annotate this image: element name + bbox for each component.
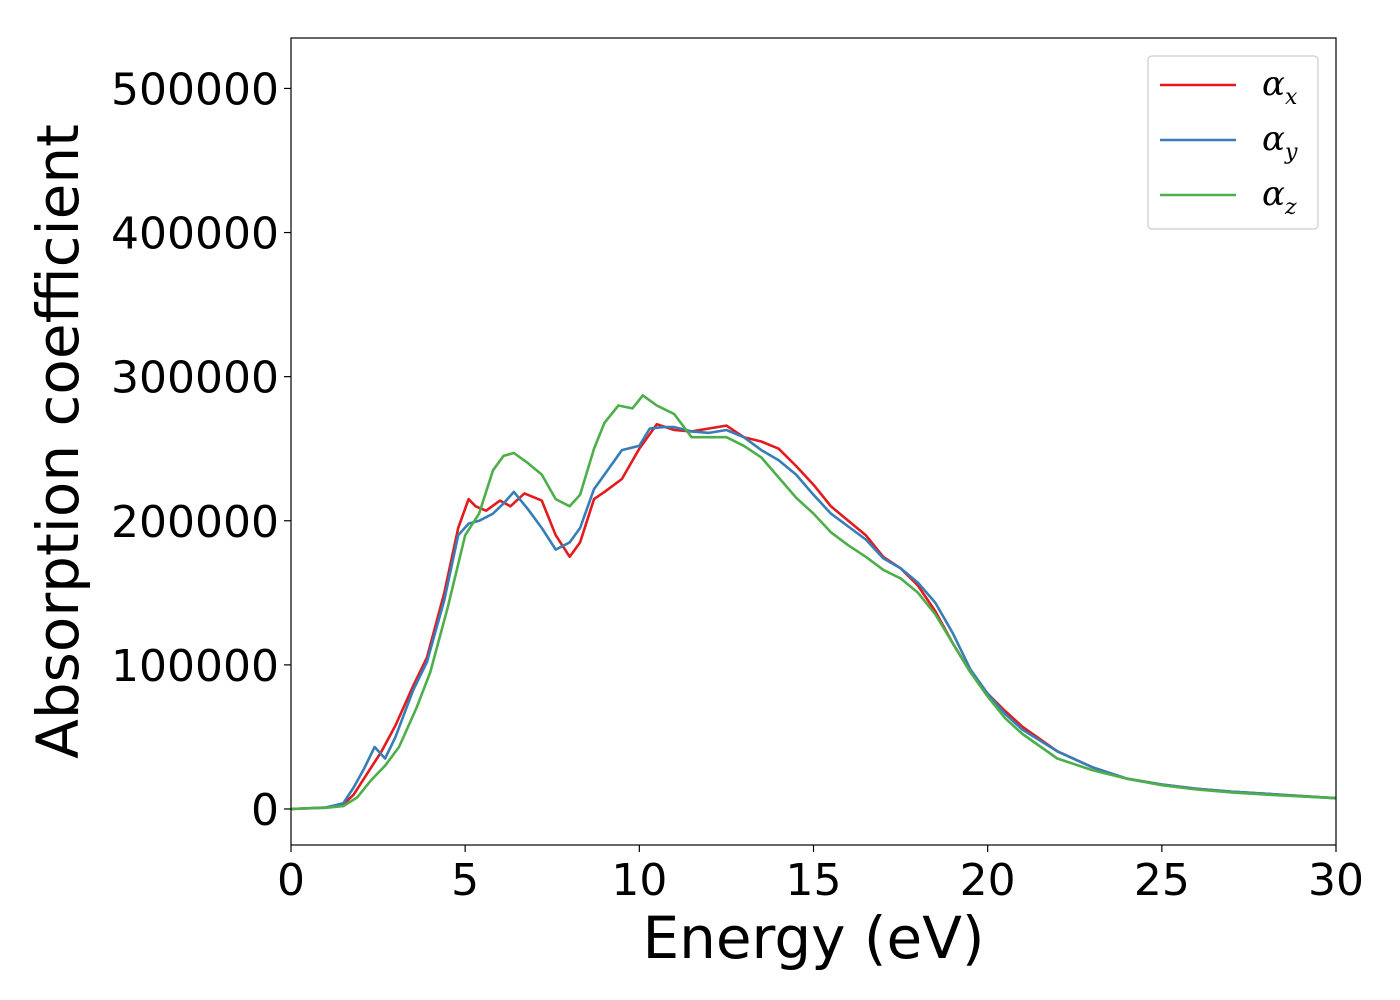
y-axis-label: Absorption coefficient [24, 124, 92, 759]
x-tick-label: 0 [277, 855, 305, 906]
x-tick-label: 25 [1134, 855, 1190, 906]
series-line-y [290, 425, 1337, 811]
legend-label: αx [1262, 64, 1298, 110]
y-tick-label: 400000 [111, 209, 279, 260]
series-line-x [290, 422, 1337, 811]
legend: αx αy αz [1147, 55, 1319, 230]
legend-label: αz [1262, 174, 1297, 220]
x-tick-label: 5 [451, 855, 479, 906]
y-tick-label: 200000 [111, 497, 279, 548]
x-axis-ticks: 0 5 10 15 20 25 30 [277, 845, 1364, 906]
x-tick-label: 10 [611, 855, 667, 906]
series-line-z [290, 394, 1337, 811]
x-tick-label: 20 [960, 855, 1016, 906]
legend-box [1147, 55, 1319, 230]
x-axis-label: Energy (eV) [642, 904, 984, 972]
legend-item-z: αz [1160, 174, 1297, 220]
legend-item-x: αx [1160, 64, 1298, 110]
legend-item-y: αy [1160, 119, 1298, 165]
y-tick-label: 500000 [111, 64, 279, 115]
x-tick-label: 30 [1308, 855, 1364, 906]
y-tick-label: 300000 [111, 353, 279, 404]
y-tick-label: 100000 [111, 641, 279, 692]
legend-label: αy [1262, 119, 1298, 165]
series-layer [290, 394, 1337, 811]
legend-items: αx αy αz [1160, 64, 1298, 220]
y-axis-ticks: 0 100000 200000 300000 400000 500000 [111, 64, 291, 836]
y-tick-label: 0 [251, 785, 279, 836]
x-tick-label: 15 [786, 855, 842, 906]
